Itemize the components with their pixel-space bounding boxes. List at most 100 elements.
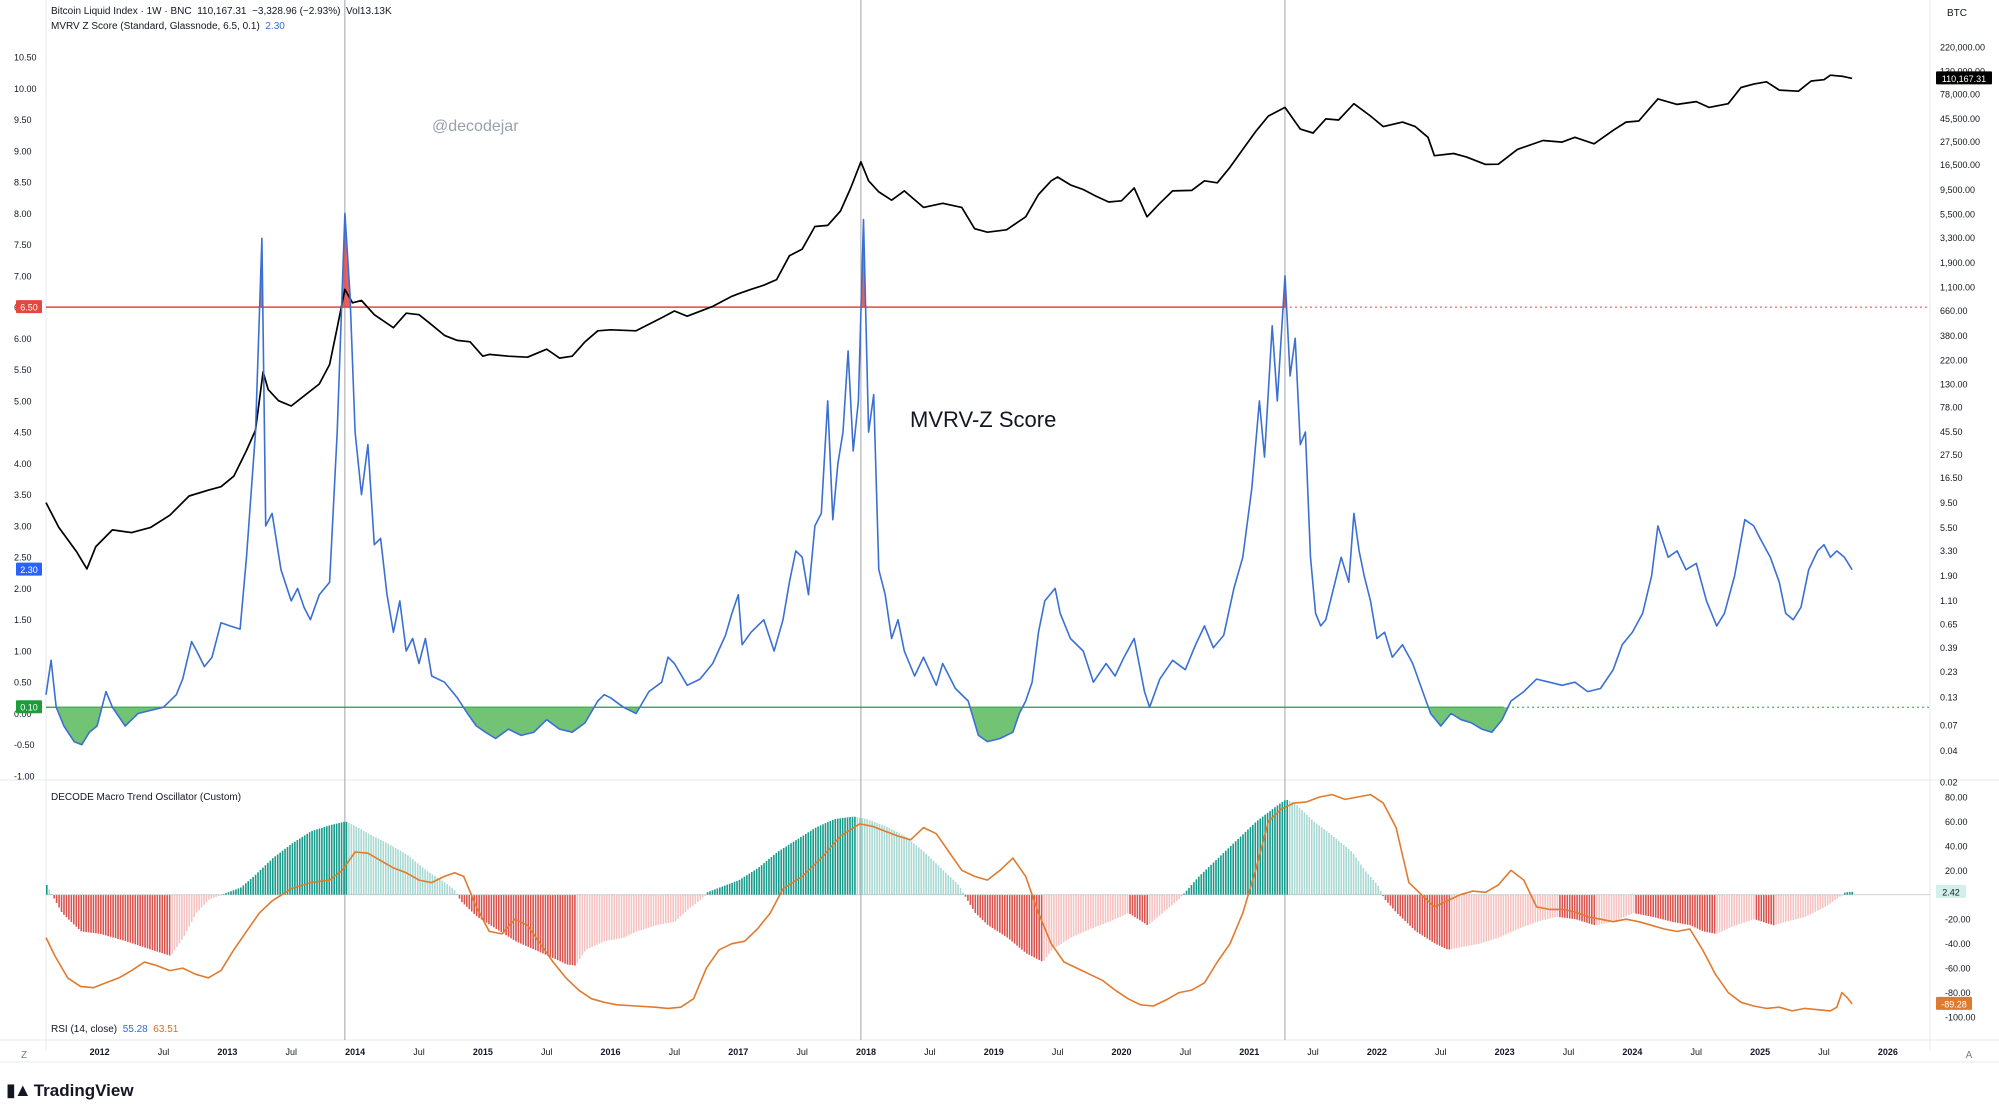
oscillator-bar — [1436, 894, 1438, 945]
oscillator-bar — [1016, 894, 1018, 946]
timezone-button[interactable]: Z — [20, 1050, 28, 1061]
oscillator-bar — [1492, 894, 1495, 940]
oscillator-bar — [1146, 894, 1149, 925]
oscillator-bar — [362, 830, 365, 895]
oscillator-legend[interactable]: DECODE Macro Trend Oscillator (Custom) — [51, 792, 241, 803]
oscillator-bar — [883, 825, 886, 895]
left-axis-tick-label: 0.50 — [14, 678, 32, 688]
auto-scale-button[interactable]: A — [1965, 1050, 1973, 1061]
oscillator-bar — [746, 875, 748, 895]
oscillator-bar — [458, 894, 461, 899]
oscillator-bar — [1124, 894, 1126, 915]
oscillator-bar — [431, 874, 434, 895]
oscillator-bar — [1387, 894, 1389, 903]
oscillator-bar — [1058, 894, 1060, 946]
oscillator-bar — [1482, 894, 1485, 943]
oscillator-bar — [1777, 894, 1780, 924]
price-line — [45, 74, 1853, 570]
oscillator-bar — [753, 870, 756, 895]
time-axis-tick-label: Jul — [285, 1047, 297, 1057]
oscillator-bar — [1374, 882, 1377, 895]
left-axis: 10.50 10.00 9.50 9.00 8.50 8.00 7.50 7.00 6.50 6.… — [14, 53, 37, 782]
oscillator-bar — [1593, 894, 1596, 926]
oscillator-bar — [583, 894, 586, 952]
oscillator-bar — [537, 894, 539, 952]
symbol-legend[interactable]: Bitcoin Liquid Index · 1W · BNC 110,167.… — [51, 6, 392, 17]
oscillator-bar — [65, 894, 68, 918]
oscillator-bar — [129, 894, 132, 943]
oscillator-bar — [168, 894, 171, 956]
left-axis-tick-label: 0.00 — [14, 709, 32, 719]
oscillator-bar — [1509, 894, 1512, 933]
oscillator-bar — [1753, 894, 1755, 920]
oscillator-bar — [1814, 894, 1817, 912]
time-axis-tick-label: 2012 — [90, 1047, 110, 1057]
oscillator-bar — [716, 888, 719, 895]
oscillator-bar — [539, 894, 542, 953]
oscillator-bar — [714, 889, 716, 895]
oscillator-bar — [232, 890, 235, 895]
oscillator-bar — [1377, 885, 1379, 895]
right-axis-tick-label: 0.02 — [1940, 778, 1958, 788]
oscillator-bar — [731, 882, 733, 895]
oscillator-bar — [1581, 894, 1583, 922]
oscillator-bar — [876, 822, 878, 895]
oscillator-bar — [360, 829, 363, 895]
oscillator-bar — [252, 876, 254, 895]
oscillator-bar — [1006, 894, 1009, 938]
oscillator-bar — [544, 894, 547, 955]
oscillator-bar — [58, 894, 60, 908]
oscillator-bar — [549, 894, 552, 957]
oscillator-bar — [1156, 894, 1158, 918]
oscillator-bar — [603, 894, 606, 942]
oscillator-bar — [372, 836, 375, 895]
oscillator-bar — [1153, 894, 1156, 920]
oscillator-bar — [989, 894, 991, 927]
tradingview-logo[interactable]: ▮▲ TradingView — [6, 1080, 134, 1101]
oscillator-bar — [1409, 894, 1411, 926]
oscillator-bar — [330, 824, 333, 895]
oscillator-bar — [328, 825, 331, 895]
lower-threshold-badge: 0.10 — [20, 703, 38, 713]
oscillator-bar — [1637, 894, 1640, 915]
oscillator-bar — [1433, 894, 1436, 944]
oscillator-bar — [97, 894, 100, 934]
oscillator-bar — [1109, 894, 1112, 922]
oscillator-bar — [188, 894, 191, 927]
oscillator-bar — [1021, 894, 1023, 950]
oscillator-bar — [495, 894, 498, 929]
oscillator-bar — [1259, 818, 1262, 895]
oscillator-bar — [947, 874, 950, 895]
oscillator-bar — [1028, 894, 1031, 955]
oscillator-bar — [1360, 864, 1362, 895]
symbol-name: Bitcoin Liquid Index · 1W · BNC — [51, 6, 192, 17]
oscillator-bar — [1180, 894, 1183, 897]
right-axis-tick-label: 9,500.00 — [1940, 185, 1975, 195]
oscillator-bar — [1802, 894, 1804, 918]
oscillator-bar — [392, 846, 394, 895]
mvrv-legend[interactable]: MVRV Z Score (Standard, Glassnode, 6.5, … — [51, 21, 285, 32]
oscillator-bar — [1789, 894, 1792, 921]
oscillator-bar — [112, 894, 114, 938]
oscillator-bar — [979, 894, 982, 918]
oscillator-bar — [473, 894, 476, 914]
oscillator-bar — [402, 852, 404, 895]
oscillator-bar — [890, 829, 893, 895]
oscillator-bar — [1394, 894, 1397, 912]
oscillator-bar — [1355, 857, 1357, 895]
currency-label[interactable]: BTC — [1947, 8, 1967, 19]
oscillator-bar — [571, 894, 574, 966]
oscillator-bar — [841, 818, 844, 895]
oscillator-bar — [1328, 833, 1330, 895]
oscillator-bar — [1767, 894, 1770, 924]
oscillator-bar — [286, 846, 289, 895]
rsi-legend[interactable]: RSI (14, close) 55.28 63.51 — [51, 1024, 178, 1035]
oscillator-bar — [692, 894, 694, 906]
oscillator-bar — [797, 838, 800, 895]
oscillator-bar — [82, 894, 85, 932]
oscillator-bar — [335, 823, 338, 895]
oscillator-bar — [748, 873, 751, 895]
oscillator-bar — [635, 894, 638, 932]
oscillator-bar — [1495, 894, 1497, 939]
